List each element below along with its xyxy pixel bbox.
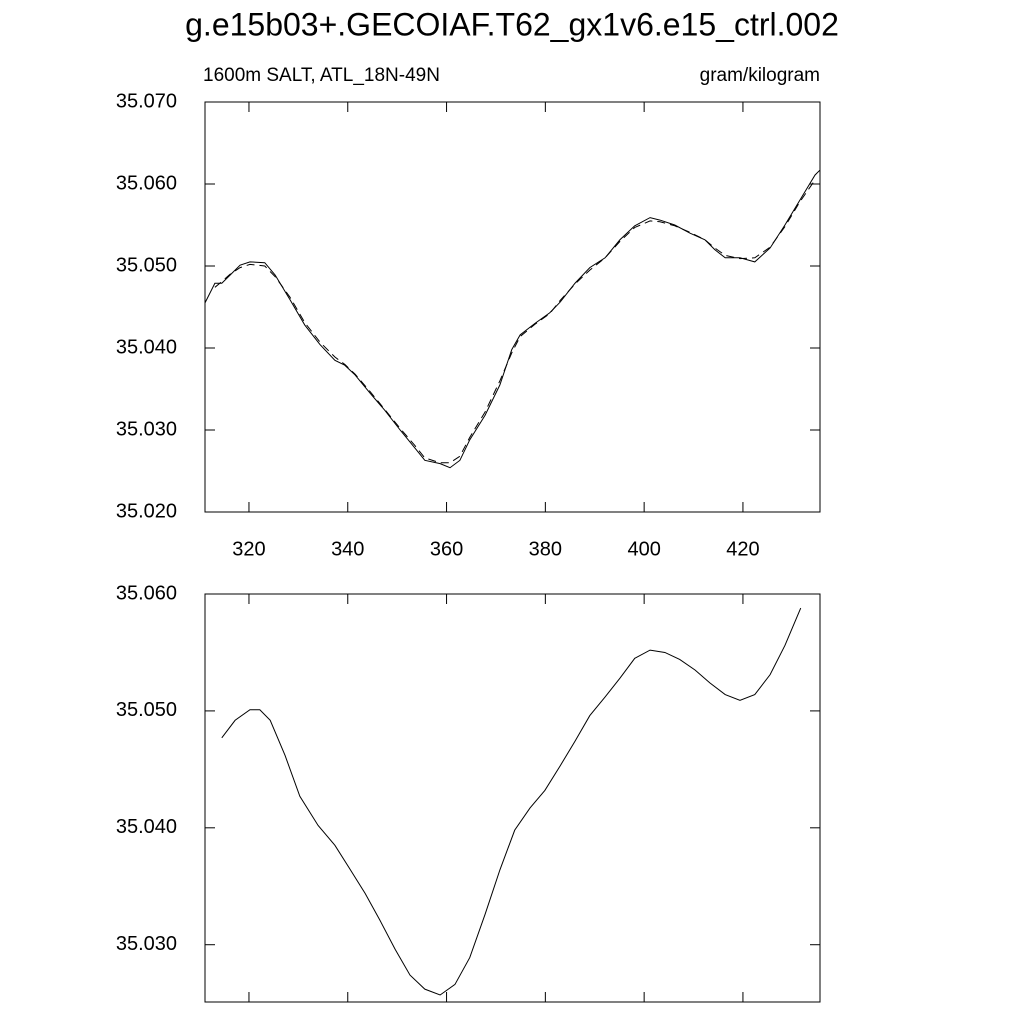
y-tick-label: 35.030 bbox=[116, 418, 177, 440]
x-tick-label: 400 bbox=[627, 538, 660, 560]
x-tick-label: 420 bbox=[726, 538, 759, 560]
subtitle-left: 1600m SALT, ATL_18N-49N bbox=[203, 65, 440, 86]
y-tick-label: 35.050 bbox=[116, 699, 177, 721]
plot-frame bbox=[204, 101, 821, 513]
data-line bbox=[214, 179, 816, 464]
plot-frame bbox=[204, 593, 821, 1003]
y-tick-label: 35.040 bbox=[116, 336, 177, 358]
data-line bbox=[221, 607, 802, 996]
y-tick-label: 35.040 bbox=[116, 816, 177, 838]
y-tick-label: 35.030 bbox=[116, 933, 177, 955]
data-line bbox=[204, 169, 821, 469]
x-tick-label: 340 bbox=[331, 538, 364, 560]
y-tick-label: 35.060 bbox=[116, 172, 177, 194]
y-tick-label: 35.070 bbox=[116, 90, 177, 112]
page-title: g.e15b03+.GECOIAF.T62_gx1v6.e15_ctrl.002 bbox=[185, 6, 839, 42]
subtitle-right: gram/kilogram bbox=[700, 65, 820, 86]
x-tick-label: 380 bbox=[529, 538, 562, 560]
x-tick-label: 320 bbox=[232, 538, 265, 560]
y-tick-label: 35.050 bbox=[116, 254, 177, 276]
y-tick-label: 35.020 bbox=[116, 500, 177, 522]
y-tick-label: 35.060 bbox=[116, 582, 177, 604]
x-tick-label: 360 bbox=[430, 538, 463, 560]
